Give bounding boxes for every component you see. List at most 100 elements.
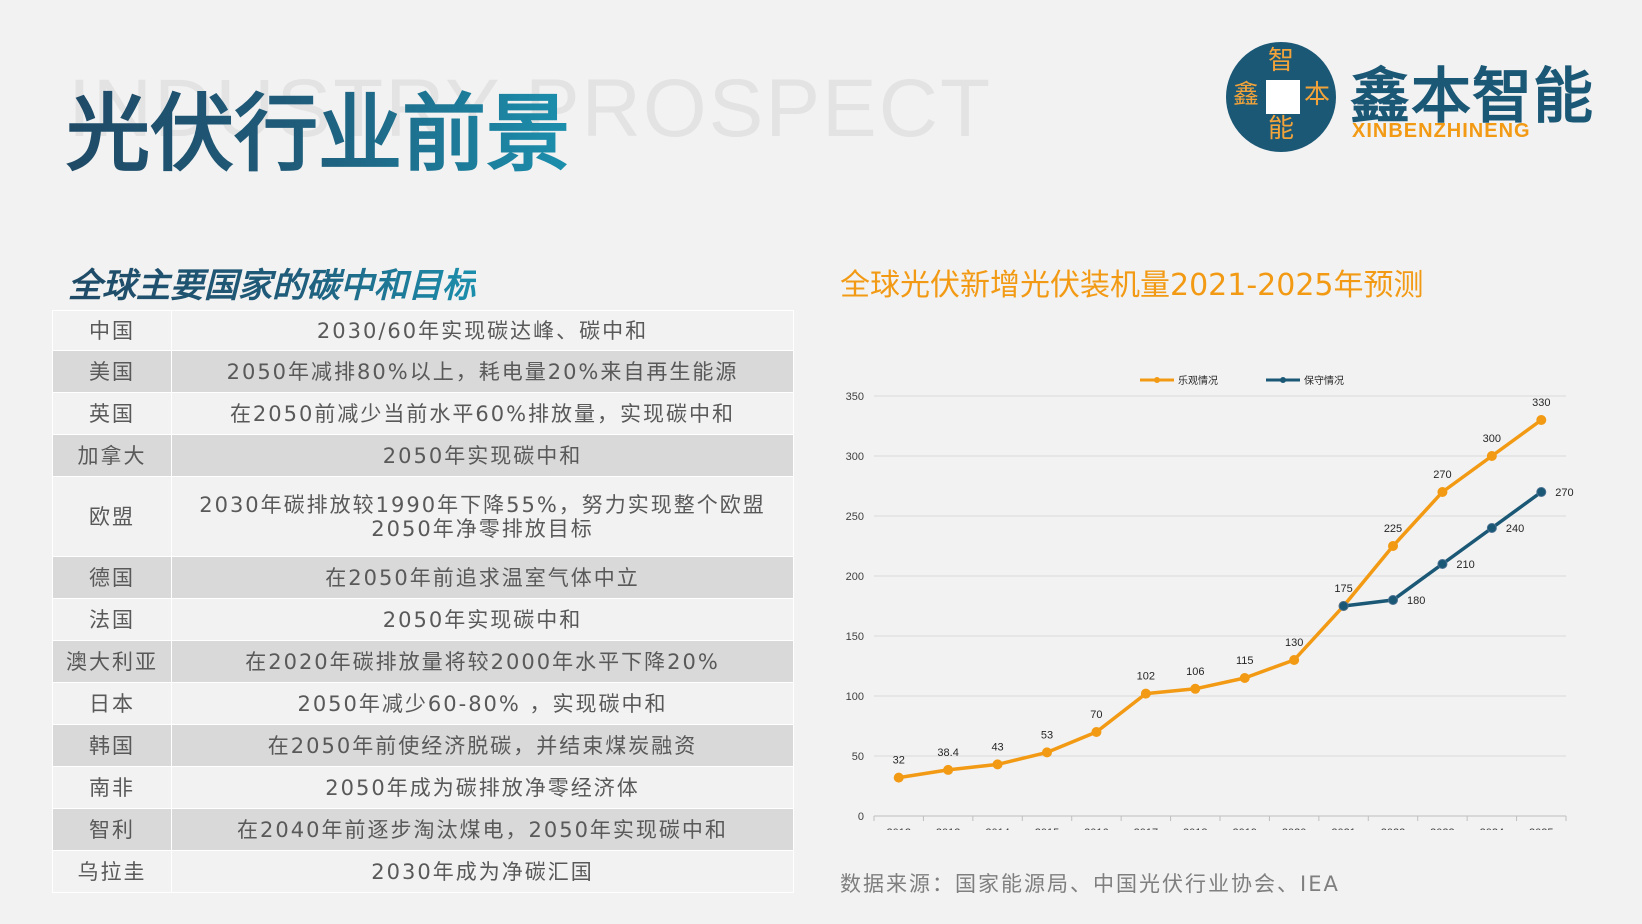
country-cell: 智利 (52, 808, 172, 851)
x-tick-label: 2024 (1480, 827, 1504, 830)
country-cell: 德国 (52, 556, 172, 599)
logo-char-bottom: 能 (1267, 114, 1294, 144)
data-point (943, 764, 954, 775)
data-point (893, 772, 904, 783)
data-label: 53 (1041, 729, 1053, 741)
data-point (1536, 487, 1547, 497)
y-tick-label: 250 (846, 511, 864, 523)
data-label: 38.4 (937, 747, 958, 759)
data-label: 270 (1555, 487, 1573, 499)
logo-char-left: 鑫 (1232, 80, 1259, 110)
data-label: 175 (1334, 583, 1352, 595)
y-tick-label: 300 (846, 451, 864, 463)
target-cell: 2050年减排80%以上，耗电量20%来自再生能源 (171, 350, 794, 393)
table-row: 英国 在2050前减少当前水平60%排放量，实现碳中和 (52, 392, 794, 435)
x-tick-label: 2013 (936, 827, 960, 830)
table-row: 智利 在2040年前逐步淘汰煤电，2050年实现碳中和 (52, 808, 794, 851)
logo-name-cn: 鑫本智能 (1350, 62, 1594, 132)
data-label: 240 (1506, 523, 1524, 535)
x-tick-label: 2015 (1035, 827, 1059, 830)
series-line (898, 418, 1543, 780)
data-point (1388, 541, 1398, 551)
data-point (1042, 747, 1052, 758)
data-point (1536, 415, 1547, 425)
x-tick-label: 2016 (1084, 827, 1108, 830)
table-row: 乌拉圭 2030年成为净碳汇国 (52, 850, 794, 893)
chart-title: 全球光伏新增光伏装机量2021-2025年预测 (840, 268, 1424, 303)
target-cell: 2050年成为碳排放净零经济体 (171, 766, 794, 809)
target-cell: 在2040年前逐步淘汰煤电，2050年实现碳中和 (171, 808, 794, 851)
data-point (1140, 688, 1151, 699)
background-watermark-text: INDUSTRY PROSPECT (68, 63, 993, 154)
series-line (1343, 490, 1543, 608)
target-cell: 2050年实现碳中和 (171, 598, 794, 641)
data-point (1338, 601, 1349, 611)
data-label: 70 (1090, 709, 1102, 721)
country-cell: 乌拉圭 (52, 850, 172, 893)
country-cell: 南非 (52, 766, 172, 809)
data-label: 32 (893, 755, 905, 767)
target-cell: 2030年成为净碳汇国 (171, 850, 794, 893)
table-row: 美国 2050年减排80%以上，耗电量20%来自再生能源 (52, 350, 794, 393)
x-tick-label: 2025 (1529, 827, 1553, 830)
target-cell: 2050年减少60-80% ，实现碳中和 (171, 682, 794, 725)
data-label: 300 (1483, 433, 1501, 445)
target-cell: 2030/60年实现碳达峰、碳中和 (171, 310, 794, 351)
data-point (1486, 523, 1497, 533)
target-cell: 2050年实现碳中和 (171, 434, 794, 477)
table-row: 德国 在2050年前追求温室气体中立 (52, 556, 794, 599)
data-point (1437, 487, 1448, 497)
x-tick-label: 2023 (1430, 827, 1454, 830)
y-tick-label: 150 (846, 631, 864, 643)
data-source-note: 数据来源：国家能源局、中国光伏行业协会、IEA (840, 872, 1340, 896)
country-cell: 美国 (52, 350, 172, 393)
data-point (1437, 559, 1448, 569)
table-row: 韩国 在2050年前使经济脱碳，并结束煤炭融资 (52, 724, 794, 767)
country-cell: 中国 (52, 310, 172, 351)
target-cell: 2030年碳排放较1990年下降55%，努力实现整个欧盟2050年净零排放目标 (171, 476, 794, 557)
logo-square (1266, 80, 1300, 114)
data-label: 270 (1433, 469, 1451, 481)
pv-installation-line-chart: 0 50 100 150 200 250 300 350 2012 2013 2014 2015 201… (846, 374, 1574, 830)
x-tick-label: 2014 (985, 827, 1009, 830)
logo-char-top: 智 (1267, 46, 1294, 76)
data-label: 43 (991, 741, 1003, 753)
data-label: 330 (1532, 397, 1550, 409)
x-tick-label: 2020 (1282, 827, 1306, 830)
page-title: 光伏行业前景 (66, 85, 571, 183)
data-label: 106 (1186, 666, 1204, 678)
table-row: 欧盟 2030年碳排放较1990年下降55%，努力实现整个欧盟2050年净零排放目… (52, 476, 794, 557)
data-point (1190, 683, 1201, 694)
carbon-targets-title: 全球主要国家的碳中和目标 (68, 258, 476, 307)
country-cell: 英国 (52, 392, 172, 435)
target-cell: 在2050前减少当前水平60%排放量，实现碳中和 (171, 392, 794, 435)
table-row: 南非 2050年成为碳排放净零经济体 (52, 766, 794, 809)
country-cell: 澳大利亚 (52, 640, 172, 683)
y-tick-label: 200 (846, 571, 864, 583)
logo-circle: 智 鑫 本 能 (1226, 42, 1336, 152)
x-tick-label: 2012 (886, 827, 910, 830)
country-cell: 欧盟 (52, 476, 172, 557)
x-tick-label: 2022 (1381, 827, 1405, 830)
data-label: 130 (1285, 637, 1303, 649)
country-cell: 韩国 (52, 724, 172, 767)
table-row: 日本 2050年减少60-80% ，实现碳中和 (52, 682, 794, 725)
table-row: 澳大利亚 在2020年碳排放量将较2000年水平下降20% (52, 640, 794, 683)
x-tick-label: 2018 (1183, 827, 1207, 830)
y-tick-label: 0 (858, 811, 864, 823)
country-cell: 日本 (52, 682, 172, 725)
legend-marker (1154, 377, 1160, 383)
data-point (1091, 727, 1102, 737)
target-cell: 在2020年碳排放量将较2000年水平下降20% (171, 640, 794, 683)
country-cell: 法国 (52, 598, 172, 641)
country-cell: 加拿大 (52, 434, 172, 477)
data-point (1486, 451, 1497, 461)
data-point (1239, 673, 1250, 683)
legend-label: 乐观情况 (1178, 374, 1218, 387)
y-tick-label: 100 (846, 691, 864, 703)
data-label: 115 (1236, 655, 1254, 667)
y-tick-label: 350 (846, 391, 864, 403)
data-point (1388, 595, 1398, 605)
x-tick-label: 2017 (1134, 827, 1158, 830)
table-row: 加拿大 2050年实现碳中和 (52, 434, 794, 477)
